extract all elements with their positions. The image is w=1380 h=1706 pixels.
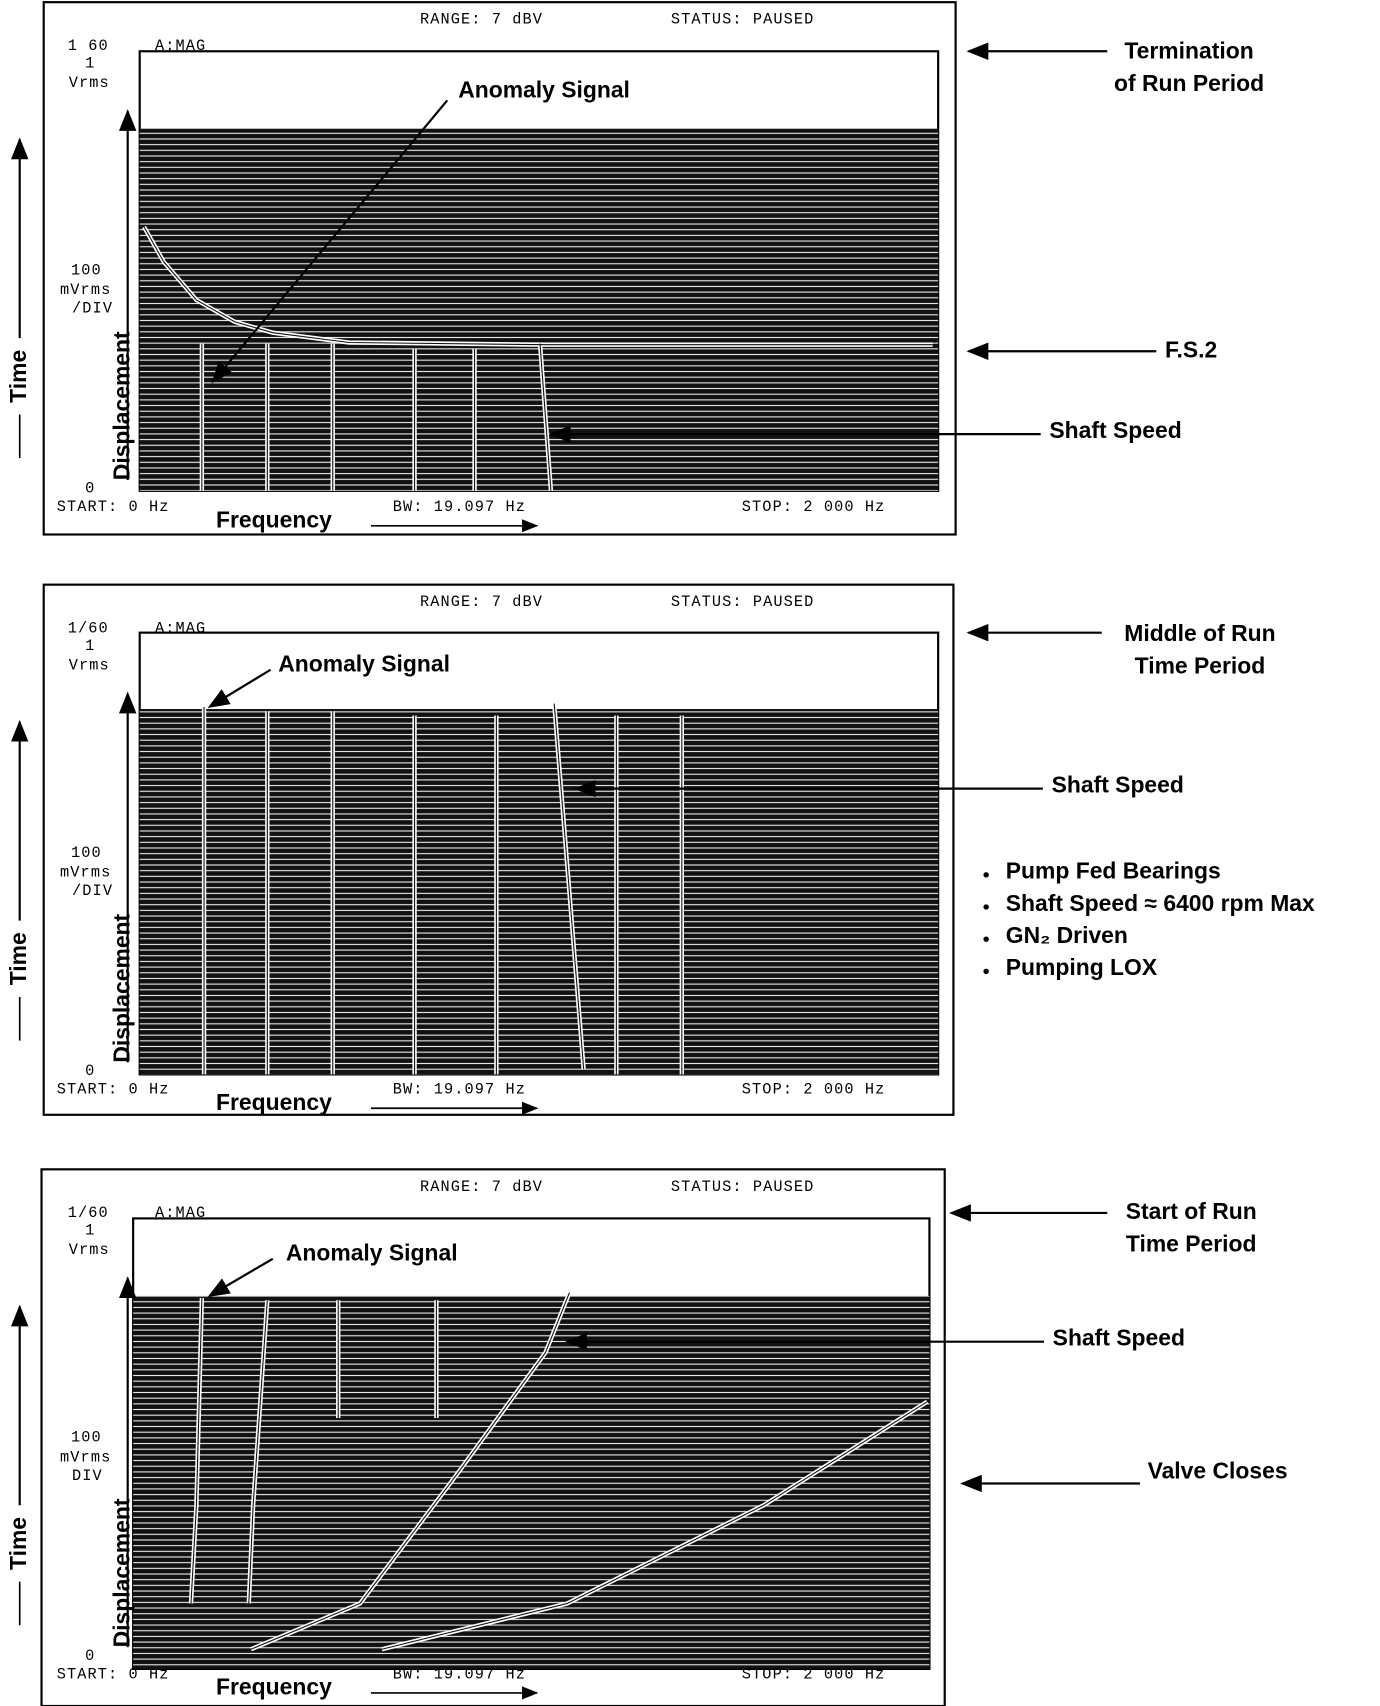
instrument-label: BW: 19.097 Hz [393,1081,526,1099]
panel: RANGE: 7 dBV STATUS: PAUSED 1/60 A:MAG 1 Vrms… [5,1169,1288,1706]
bullet [983,969,988,974]
instrument-label: Vrms [69,656,110,674]
instrument-label: STOP: 2 000 Hz [742,1081,886,1099]
instrument-label: A:MAG [155,1204,206,1222]
y-axis-label: Displacement [108,1498,134,1647]
instrument-label: 1 [85,1221,95,1239]
figure: RANGE: 7 dBVSTATUS: PAUSED1 60A:MAG1Vrms… [0,0,1380,1706]
waterfall [140,129,938,491]
instrument-label: 0 [85,1647,95,1665]
instrument-label: mVrms [60,281,111,299]
instrument-label: 0 [85,480,95,498]
note: Shaft Speed ≈ 6400 rpm Max [1006,890,1315,916]
shaft-speed-label: Shaft Speed [1052,772,1184,798]
period-label: Time Period [1135,653,1266,679]
anomaly-label: Anomaly Signal [286,1239,458,1265]
instrument-label: 1 [85,637,95,655]
x-axis-label: Frequency [216,1674,332,1700]
time-label: Time [5,932,31,985]
instrument-label: 100 [71,262,102,280]
anomaly-label: Anomaly Signal [278,650,450,676]
instrument-label: RANGE: 7 dBV [420,1178,543,1196]
instrument-label: 100 [71,1429,102,1447]
instrument-label: STOP: 2 000 Hz [742,498,886,516]
instrument-label: START: 0 Hz [57,1081,170,1099]
x-axis-label: Frequency [216,1089,332,1115]
period-label: Termination [1124,37,1253,63]
note: Pump Fed Bearings [1006,858,1221,884]
instrument-label: RANGE: 7 dBV [420,11,543,29]
instrument-label: 1/60 [68,1204,109,1222]
period-label: of Run Period [1114,70,1264,96]
event-label: F.S.2 [1165,336,1217,362]
waterfall [140,709,938,1074]
instrument-label: A:MAG [155,37,206,55]
period-label: Time Period [1126,1231,1257,1257]
instrument-label: /DIV [72,882,113,900]
instrument-label: DIV [72,1467,103,1485]
instrument-label: mVrms [60,864,111,882]
instrument-label: 1 60 [68,37,109,55]
instrument-label: RANGE: 7 dBV [420,593,543,611]
instrument-label: STATUS: PAUSED [671,593,815,611]
period-label: Start of Run [1126,1198,1257,1224]
event-label: Valve Closes [1148,1458,1288,1484]
bullet [983,904,988,909]
instrument-label: START: 0 Hz [57,498,170,516]
instrument-label: BW: 19.097 Hz [393,1665,526,1683]
instrument-label: A:MAG [155,619,206,637]
y-axis-label: Displacement [108,913,134,1062]
instrument-label: STOP: 2 000 Hz [742,1665,886,1683]
bullet [983,872,988,877]
instrument-label: 0 [85,1062,95,1080]
instrument-label: START: 0 Hz [57,1665,170,1683]
y-axis-label: Displacement [108,331,134,480]
instrument-label: 1/60 [68,619,109,637]
bullet [983,936,988,941]
panel: RANGE: 7 dBV STATUS: PAUSED 1 60 A:MAG 1 Vrms… [5,2,1264,534]
note: GN₂ Driven [1006,922,1128,948]
instrument-label: STATUS: PAUSED [671,11,815,29]
anomaly-label: Anomaly Signal [458,77,630,103]
time-label: Time [5,350,31,403]
instrument-label: STATUS: PAUSED [671,1178,815,1196]
instrument-label: Vrms [69,1241,110,1259]
instrument-label: 1 [85,54,95,72]
time-label: Time [5,1517,31,1570]
instrument-label: Vrms [69,74,110,92]
shaft-speed-label: Shaft Speed [1053,1325,1185,1351]
instrument-label: 100 [71,844,102,862]
instrument-label: mVrms [60,1448,111,1466]
note: Pumping LOX [1006,954,1158,980]
instrument-label: /DIV [72,300,113,318]
period-label: Middle of Run [1124,620,1275,646]
shaft-speed-label: Shaft Speed [1049,417,1181,443]
x-axis-label: Frequency [216,506,332,532]
panel: RANGE: 7 dBV STATUS: PAUSED 1/60 A:MAG 1Vrms… [5,585,1315,1115]
instrument-label: BW: 19.097 Hz [393,498,526,516]
